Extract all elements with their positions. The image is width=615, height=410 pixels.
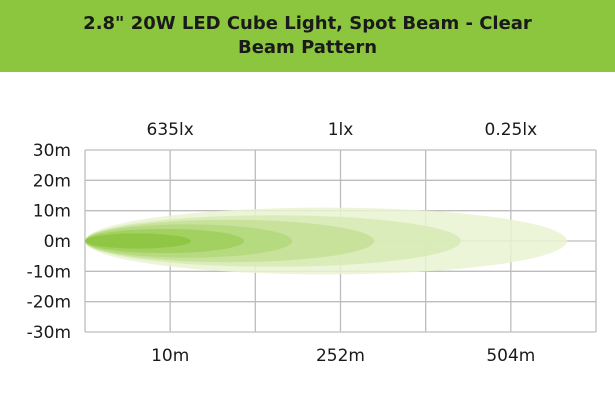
y-tick-label: 0m — [44, 232, 71, 252]
chart-subtitle: Beam Pattern — [237, 37, 378, 58]
y-tick-label: -30m — [27, 323, 71, 343]
x-axis-ticks: 10m 252m 504m — [151, 346, 535, 366]
x-tick-label: 10m — [151, 346, 189, 366]
chart-title: 2.8" 20W LED Cube Light, Spot Beam - Cle… — [83, 13, 532, 34]
y-tick-label: 30m — [33, 141, 71, 161]
lux-label: 0.25lx — [485, 120, 538, 140]
x-tick-label: 504m — [486, 346, 535, 366]
y-axis-ticks: 30m 20m 10m 0m -10m -20m -30m — [27, 141, 71, 343]
x-tick-label: 252m — [316, 346, 365, 366]
beam-layer-6 — [85, 233, 192, 249]
y-tick-label: -10m — [27, 262, 71, 282]
y-tick-label: 10m — [33, 202, 71, 222]
title-banner: 2.8" 20W LED Cube Light, Spot Beam - Cle… — [0, 0, 615, 72]
beam-pattern — [85, 207, 567, 275]
lux-label: 1lx — [328, 120, 354, 140]
y-tick-label: -20m — [27, 293, 71, 313]
y-tick-label: 20m — [33, 171, 71, 191]
lux-labels: 635lx 1lx 0.25lx — [147, 120, 538, 140]
lux-label: 635lx — [147, 120, 194, 140]
